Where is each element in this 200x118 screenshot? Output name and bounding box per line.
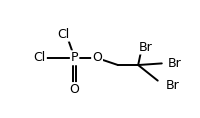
Text: Br: Br (165, 79, 179, 92)
Text: Cl: Cl (34, 51, 46, 64)
Text: Br: Br (138, 40, 152, 53)
Text: P: P (71, 51, 78, 64)
Text: O: O (70, 83, 80, 96)
Text: Br: Br (168, 57, 181, 70)
Text: Cl: Cl (57, 28, 69, 41)
Text: O: O (92, 51, 102, 64)
